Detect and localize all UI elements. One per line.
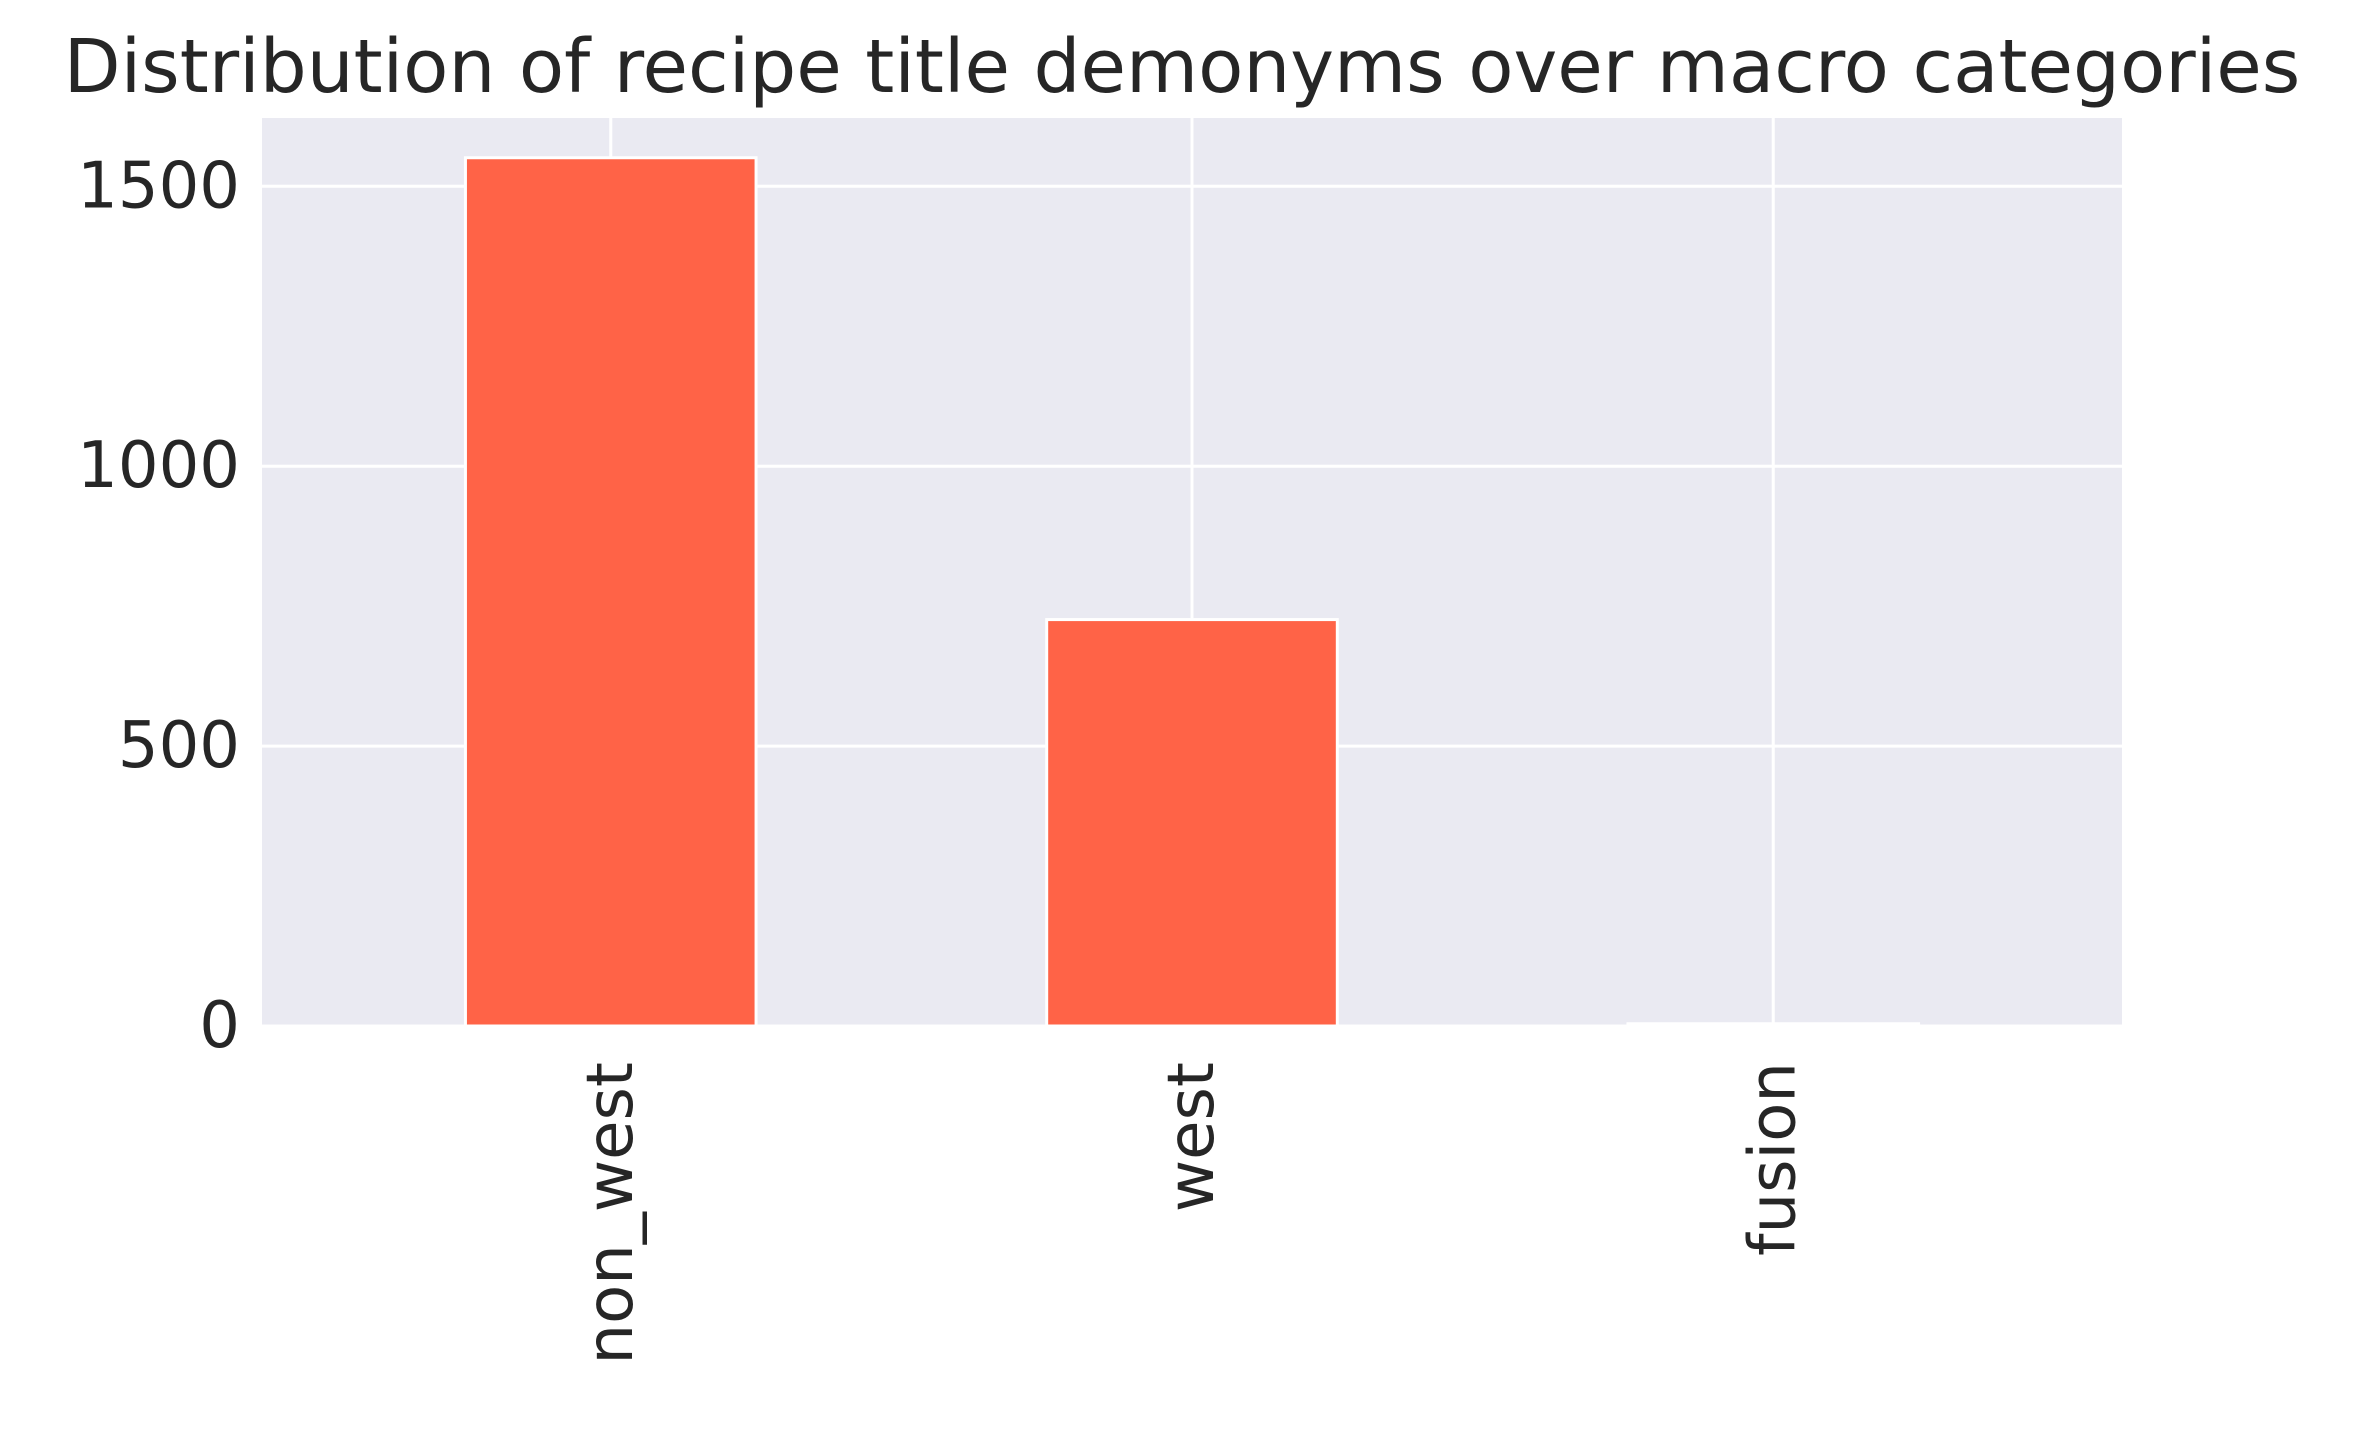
y-tick-label: 0 [199,989,240,1063]
x-tick-label: west [1155,1062,1229,1212]
y-tick-label: 500 [118,709,240,783]
x-tick-label: non_west [574,1062,648,1364]
y-axis-tick-labels: 0 500 1000 1500 [77,149,240,1063]
y-tick-label: 1000 [77,429,240,503]
x-axis-tick-labels: non_west west fusion [574,1062,1811,1364]
chart-title: Distribution of recipe title demonyms ov… [64,24,2301,110]
bars [463,156,1921,1028]
bar-fusion [1626,1022,1921,1028]
bar-non_west [463,156,758,1028]
y-tick-label: 1500 [77,149,240,223]
bar-west [1045,618,1339,1028]
x-tick-label: fusion [1736,1062,1810,1256]
